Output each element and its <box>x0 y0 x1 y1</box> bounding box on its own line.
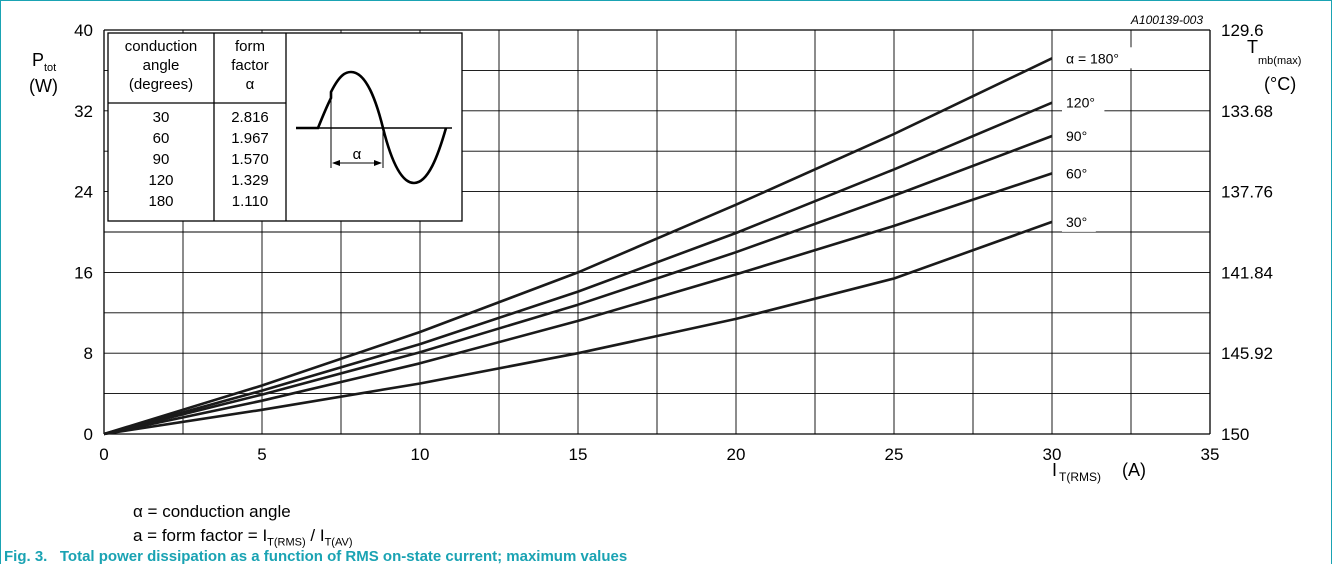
chart-labels: 0 5 10 15 20 25 30 35 0 8 16 24 32 40 150 145.92 141.84 1… <box>29 21 1301 484</box>
inset-header-conduction-2: angle <box>143 57 180 74</box>
x-axis-label-unit: (A) <box>1122 460 1146 480</box>
inset-row-form-factor: 1.110 <box>232 193 268 210</box>
inset-row-angle: 120 <box>148 172 173 189</box>
inset-row-form-factor: 2.816 <box>231 109 269 126</box>
inset-row-angle: 30 <box>153 109 170 126</box>
series-label-bg-3 <box>1062 162 1096 184</box>
y-axis-label-sub: tot <box>44 62 56 74</box>
chart-series: α = 180° 120° 90° 60° 30° <box>103 47 1139 436</box>
waveform-diagram: α <box>296 70 452 185</box>
series-line-2 <box>103 134 1053 436</box>
series-label-4: 30° <box>1066 214 1087 230</box>
inset-header-conduction-3: (degrees) <box>129 76 193 93</box>
series-line-4 <box>103 220 1053 436</box>
y-tick-label: 32 <box>74 102 93 121</box>
series-label-1: 120° <box>1066 95 1095 111</box>
series-line-1 <box>103 101 1053 436</box>
x-tick-label: 35 <box>1201 445 1220 464</box>
y2-axis-label-sub: mb(max) <box>1258 55 1301 67</box>
x-tick-label: 0 <box>99 445 108 464</box>
note-ff-prefix: a = form factor = I <box>133 526 268 545</box>
inset-header-form-3: α <box>246 76 255 93</box>
waveform-curve <box>296 70 448 185</box>
y-tick-label: 0 <box>84 425 93 444</box>
inset-header-form-1: form <box>235 38 265 55</box>
x-tick-label: 10 <box>411 445 430 464</box>
x-tick-label: 30 <box>1043 445 1062 464</box>
caption-prefix: Fig. 3. <box>4 548 48 565</box>
inset-rows: 30 2.816 60 1.967 90 1.570 120 1.329 180 1.110 <box>148 109 268 210</box>
inset-row-angle: 90 <box>153 151 170 168</box>
x-axis-label-sub: T(RMS) <box>1059 470 1101 484</box>
note-ff-sub2: T(AV) <box>324 536 353 549</box>
series-label-3: 60° <box>1066 165 1087 181</box>
y2-tick-label: 137.76 <box>1221 183 1273 202</box>
figure-caption: Fig. 3. Total power dissipation as a fun… <box>4 548 627 565</box>
series-line-3 <box>103 172 1053 436</box>
y-axis-label-main: P <box>32 50 44 70</box>
y2-tick-label: 141.84 <box>1221 263 1273 282</box>
inset-row-form-factor: 1.570 <box>231 151 269 168</box>
y2-axis-label-unit: (°C) <box>1264 74 1296 94</box>
y-tick-label: 24 <box>74 183 93 202</box>
x-tick-label: 20 <box>727 445 746 464</box>
x-tick-label: 5 <box>257 445 266 464</box>
series-label-0: α = 180° <box>1066 50 1119 66</box>
series-label-2: 90° <box>1066 128 1087 144</box>
series-label-bg-4 <box>1062 210 1096 232</box>
inset-table: conduction angle (degrees) form factor α… <box>107 32 463 222</box>
note-ff-mid: / I <box>305 526 325 545</box>
note-form-factor: a = form factor = IT(RMS) / IT(AV) <box>133 526 352 548</box>
x-tick-label: 25 <box>885 445 904 464</box>
inset-background <box>107 32 463 222</box>
x-axis-label-main: I <box>1052 460 1057 480</box>
y2-tick-label: 145.92 <box>1221 344 1273 363</box>
y2-tick-label: 150 <box>1221 425 1249 444</box>
waveform-alpha-label: α <box>353 146 362 163</box>
series-label-bg-2 <box>1062 125 1096 147</box>
waveform-arrowhead-right <box>374 160 382 166</box>
note-ff-sub1: T(RMS) <box>267 536 306 549</box>
note-conduction-angle: α = conduction angle <box>133 502 291 521</box>
inset-header-conduction-1: conduction <box>125 38 198 55</box>
y-axis-label-unit: (W) <box>29 76 58 96</box>
y-tick-label: 16 <box>74 263 93 282</box>
y2-axis-label-main: T <box>1247 37 1258 57</box>
series-label-bg-0 <box>1062 47 1139 69</box>
inset-row-angle: 60 <box>153 130 170 147</box>
inset-header-form-2: factor <box>231 57 269 74</box>
inset-row-form-factor: 1.967 <box>231 130 269 147</box>
inset-row-form-factor: 1.329 <box>231 172 269 189</box>
y-tick-label: 40 <box>74 21 93 40</box>
y2-tick-label: 129.6 <box>1221 21 1264 40</box>
y2-tick-label: 133.68 <box>1221 102 1273 121</box>
series-line-0 <box>103 57 1053 436</box>
figure-code: A100139-003 <box>1130 13 1203 27</box>
y-tick-label: 8 <box>84 344 93 363</box>
waveform-arrowhead-left <box>332 160 340 166</box>
inset-row-angle: 180 <box>148 193 173 210</box>
series-label-bg-1 <box>1062 91 1105 113</box>
x-tick-label: 15 <box>569 445 588 464</box>
caption-text: Total power dissipation as a function of… <box>59 548 628 565</box>
